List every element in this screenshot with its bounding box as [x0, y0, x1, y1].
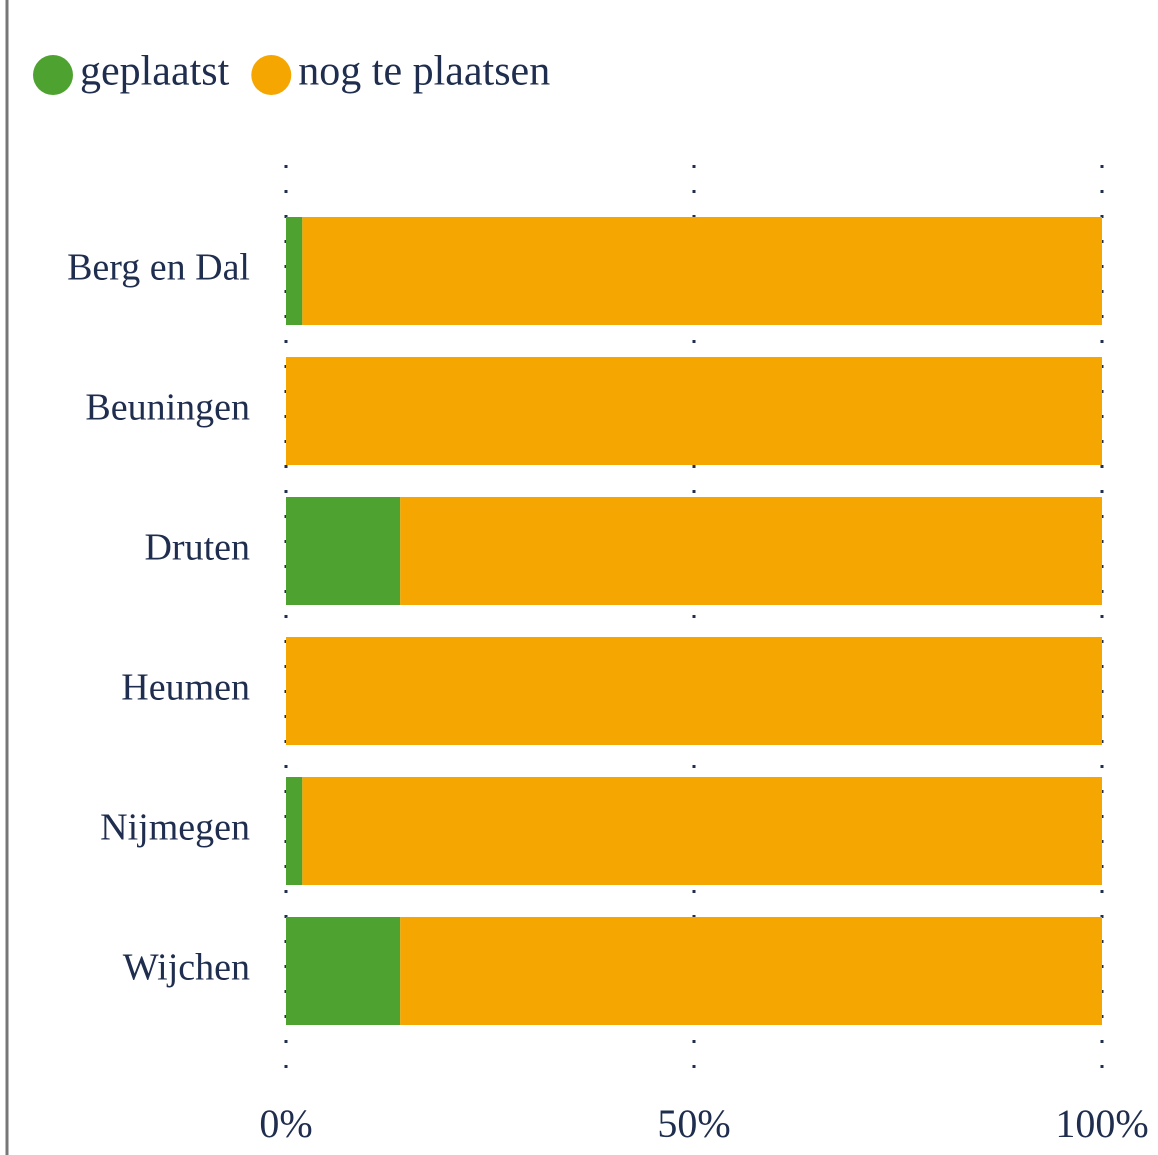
legend-swatch	[251, 55, 292, 95]
y-tick-label: Nijmegen	[100, 807, 250, 849]
bar-segment	[286, 497, 401, 605]
bar-segment	[286, 917, 401, 1025]
bar-segment	[286, 357, 1102, 465]
y-tick-label: Druten	[144, 527, 250, 569]
y-tick-label: Wijchen	[123, 947, 250, 989]
legend-label: geplaatst	[80, 49, 230, 95]
bar-segment	[286, 637, 1102, 745]
y-tick-label: Berg en Dal	[67, 247, 250, 289]
bar-segment	[400, 917, 1102, 1025]
bar-segment	[286, 777, 303, 885]
bar-segment	[302, 777, 1102, 885]
bar-segment	[400, 497, 1102, 605]
y-tick-label: Beuningen	[85, 387, 250, 429]
x-tick-label: 100%	[1055, 1101, 1148, 1146]
bar-segment	[302, 217, 1102, 325]
legend-label: nog te plaatsen	[298, 49, 550, 95]
legend-swatch	[33, 55, 73, 95]
x-tick-label: 0%	[259, 1101, 312, 1146]
x-tick-label: 50%	[657, 1101, 730, 1146]
y-tick-label: Heumen	[121, 667, 250, 709]
bar-segment	[286, 217, 303, 325]
